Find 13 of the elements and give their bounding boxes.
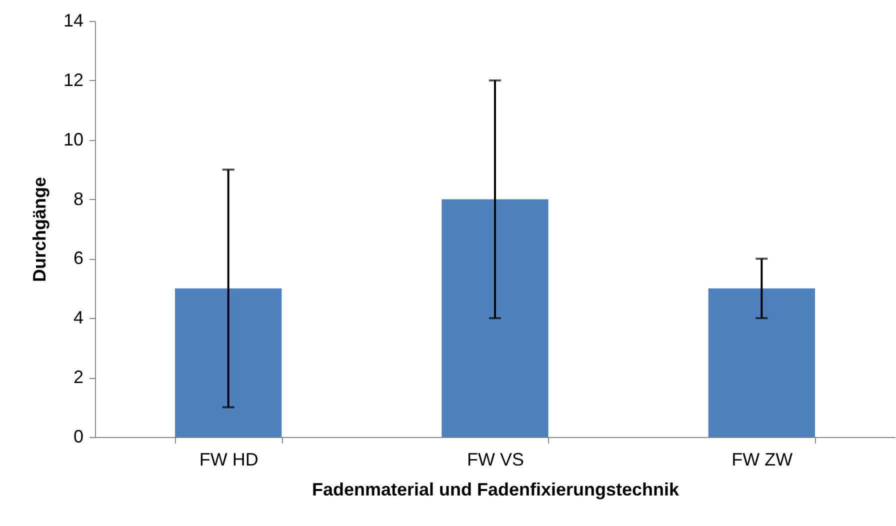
y-axis-title: Durchgänge xyxy=(29,176,50,282)
x-tick-label: FW VS xyxy=(467,450,524,470)
y-tick-label: 8 xyxy=(73,188,84,209)
x-tick-label: FW ZW xyxy=(732,450,793,470)
x-axis-title: Fadenmaterial und Fadenfixierungstechnik xyxy=(312,480,680,500)
y-tick-label: 4 xyxy=(73,308,84,328)
x-tick-label: FW HD xyxy=(199,450,258,470)
y-tick-label: 6 xyxy=(73,248,84,268)
y-tick-label: 10 xyxy=(63,129,84,150)
y-tick-label: 2 xyxy=(73,367,84,388)
y-tick-label: 0 xyxy=(73,426,84,446)
y-tick-label: 14 xyxy=(63,10,84,30)
y-tick-label: 12 xyxy=(63,70,84,90)
